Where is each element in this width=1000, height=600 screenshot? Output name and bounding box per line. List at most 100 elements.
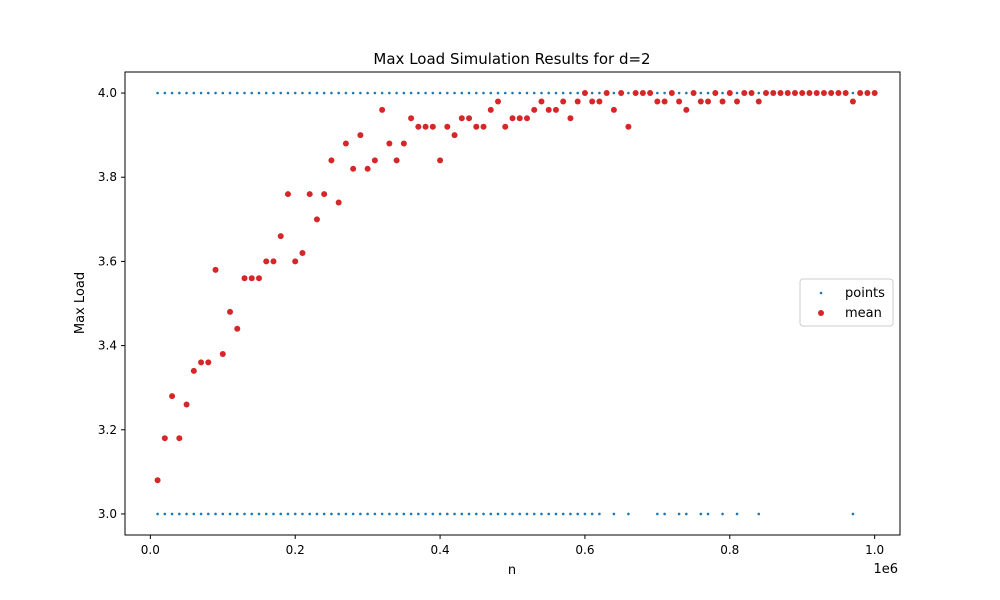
mean-marker — [263, 258, 270, 265]
mean-marker — [495, 98, 502, 105]
mean-marker — [306, 191, 313, 198]
mean-marker — [647, 90, 654, 97]
mean-marker — [835, 90, 842, 97]
mean-marker — [683, 106, 690, 113]
mean-marker — [299, 249, 306, 256]
points-marker — [264, 91, 268, 95]
mean-marker — [661, 98, 668, 105]
points-marker — [554, 512, 558, 516]
x-tick-label: 0.0 — [141, 543, 160, 557]
points-marker — [264, 512, 268, 516]
points-marker — [359, 512, 362, 516]
points-marker — [206, 512, 210, 516]
points-marker — [851, 512, 855, 516]
points-marker — [286, 512, 290, 516]
x-tick-label: 0.4 — [431, 543, 450, 557]
points-marker — [373, 512, 377, 516]
mean-marker — [227, 308, 234, 315]
mean-marker — [589, 98, 596, 105]
mean-marker — [212, 266, 219, 273]
plot-frame — [124, 71, 901, 536]
legend-mean-marker — [818, 310, 824, 316]
points-marker — [359, 91, 362, 95]
y-tick-label: 3.8 — [98, 170, 117, 184]
mean-marker — [219, 351, 226, 358]
mean-marker — [820, 90, 827, 97]
points-marker — [192, 512, 196, 516]
points-marker — [656, 91, 659, 95]
points-marker — [627, 91, 630, 95]
points-marker — [467, 512, 471, 516]
mean-marker — [371, 157, 378, 164]
points-marker — [308, 91, 311, 95]
points-marker — [228, 91, 232, 95]
points-marker — [699, 91, 703, 95]
legend: points mean — [799, 278, 894, 327]
mean-marker — [415, 123, 422, 130]
points-marker — [583, 512, 587, 516]
points-marker — [656, 512, 659, 516]
points-marker — [706, 91, 710, 95]
points-marker — [286, 91, 290, 95]
points-marker — [547, 91, 551, 95]
mean-marker — [639, 90, 646, 97]
points-marker — [185, 91, 188, 95]
points-marker — [192, 91, 196, 95]
x-axis-offset-label: 1e6 — [873, 562, 898, 577]
points-marker — [337, 91, 340, 95]
points-marker — [735, 512, 739, 516]
mean-marker — [350, 165, 357, 172]
mean-marker — [364, 165, 371, 172]
points-marker — [446, 91, 449, 95]
mean-marker — [523, 115, 530, 122]
mean-marker — [857, 90, 864, 97]
points-marker — [663, 91, 666, 95]
points-marker — [156, 512, 159, 516]
points-marker — [417, 91, 420, 95]
mean-marker — [581, 90, 588, 97]
points-marker — [576, 91, 579, 95]
points-marker — [301, 91, 304, 95]
points-marker — [293, 512, 297, 516]
points-marker — [453, 91, 456, 95]
points-marker — [503, 512, 507, 516]
mean-marker — [603, 90, 610, 97]
mean-marker — [190, 367, 197, 374]
points-marker — [402, 512, 406, 516]
x-axis-ticks: 0.0 0.2 0.4 0.6 0.8 1.0 — [141, 535, 884, 557]
points-marker — [315, 91, 319, 95]
mean-marker — [270, 258, 277, 265]
mean-marker — [871, 90, 878, 97]
points-marker — [344, 91, 348, 95]
mean-marker — [451, 132, 458, 139]
mean-marker — [379, 106, 386, 113]
points-marker — [163, 512, 167, 516]
y-tick-label: 3.0 — [98, 507, 117, 521]
points-marker — [482, 512, 485, 516]
points-marker — [525, 512, 529, 516]
x-axis-label: n — [508, 563, 516, 578]
mean-marker — [480, 123, 487, 130]
points-marker — [540, 512, 543, 516]
points-marker — [554, 91, 558, 95]
mean-marker — [654, 98, 661, 105]
points-marker — [250, 512, 254, 516]
y-tick-label: 3.4 — [98, 339, 117, 353]
points-marker — [489, 512, 493, 516]
points-marker — [569, 91, 572, 95]
points-marker — [721, 512, 724, 516]
mean-marker — [726, 90, 733, 97]
points-marker — [598, 512, 601, 516]
mean-marker — [292, 258, 299, 265]
mean-marker — [791, 90, 798, 97]
points-marker — [431, 91, 435, 95]
points-marker — [409, 512, 413, 516]
points-marker — [395, 512, 398, 516]
points-marker — [235, 91, 239, 95]
mean-marker — [632, 90, 639, 97]
mean-marker — [154, 477, 161, 484]
mean-marker — [741, 90, 748, 97]
points-marker — [474, 512, 478, 516]
mean-marker — [755, 98, 762, 105]
